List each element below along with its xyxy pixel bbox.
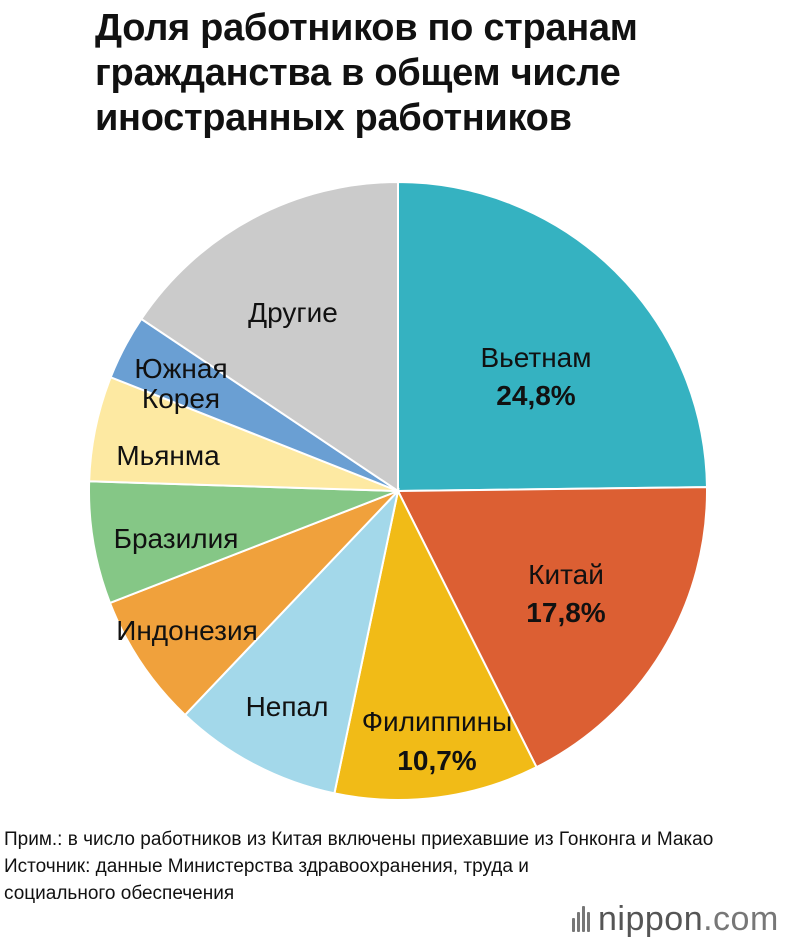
pie-slice-1	[397, 180, 708, 493]
pie-slice-5	[108, 490, 399, 717]
nippon-logo[interactable]: nippon.com	[572, 900, 779, 939]
logo-bars-icon	[572, 902, 594, 932]
slice-label-1: Вьетнам	[480, 342, 591, 373]
pie-slice-9	[139, 180, 399, 493]
pie-slice-4	[183, 487, 400, 795]
slice-value-3: 10,7%	[397, 745, 476, 776]
slice-label-7: Мьянма	[116, 440, 220, 471]
logo-brand: nippon	[598, 900, 704, 938]
pie-slice-6	[88, 480, 399, 605]
slice-label-6: Бразилия	[114, 523, 239, 554]
slice-value-1: 24,8%	[496, 380, 575, 411]
note-text: Прим.: в число работников из Китая включ…	[4, 829, 714, 850]
slice-value-2: 17,8%	[526, 597, 605, 628]
slice-label-5: Индонезия	[116, 615, 258, 646]
slice-label-4: Непал	[246, 691, 329, 722]
chart-title: Доля работников по странам гражданства в…	[95, 7, 638, 139]
slice-label-9: Другие	[248, 297, 338, 328]
pie-slice-3	[333, 487, 538, 801]
slice-label-8-line-1: Южная	[134, 353, 227, 384]
pie-slice-2	[396, 486, 708, 769]
chart-notes: Прим.: в число работников из Китая включ…	[4, 826, 734, 907]
slice-label-8-line-2: Корея	[142, 383, 220, 414]
slice-label-2: Китай	[528, 559, 604, 590]
source-text: Источник: данные Министерства здравоохра…	[4, 856, 529, 904]
slice-label-3: Филиппины	[362, 706, 512, 737]
logo-suffix: .com	[703, 900, 779, 938]
